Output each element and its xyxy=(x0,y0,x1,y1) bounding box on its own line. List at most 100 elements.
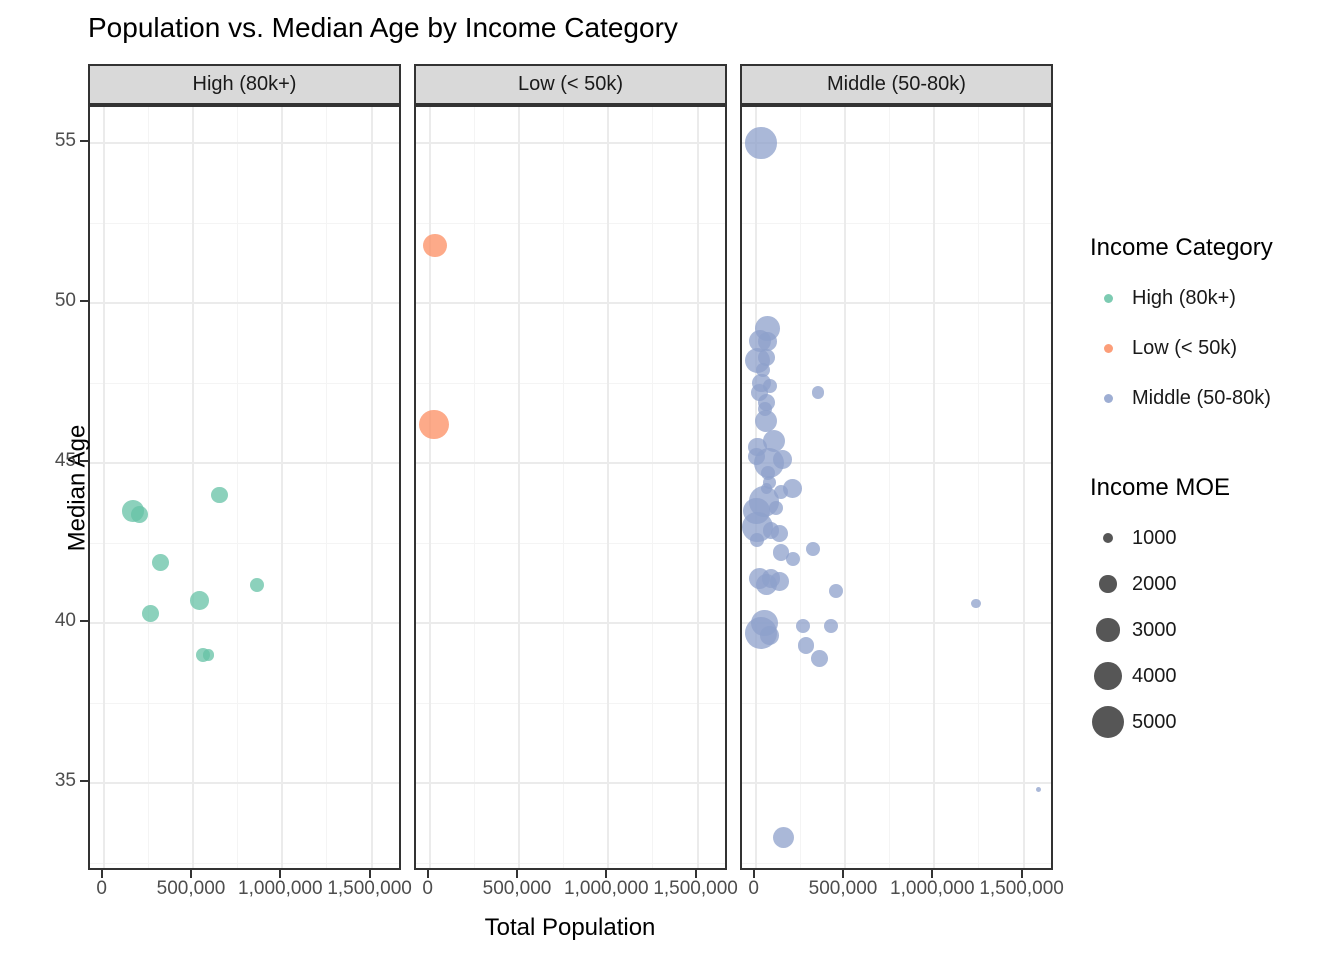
legend-item-low: Low (< 50k) xyxy=(1090,330,1340,366)
data-point xyxy=(423,233,447,258)
x-tick-label: 1,500,000 xyxy=(327,878,412,899)
color-legend-title: Income Category xyxy=(1090,234,1273,261)
gridline-minor xyxy=(742,702,1051,704)
x-tick-mark xyxy=(752,870,755,878)
size-legend-item: 1000 xyxy=(1090,520,1340,556)
gridline-major xyxy=(933,107,936,868)
facet-strip-label: Middle (50-80k) xyxy=(827,73,966,95)
size-legend: Income MOE 1000 2000 3000 4000 5000 xyxy=(1090,474,1340,750)
data-point xyxy=(768,500,784,515)
y-tick-label: 50 xyxy=(54,290,76,311)
y-axis-title: Median Age xyxy=(63,424,91,552)
size-legend-item-label: 3000 xyxy=(1132,618,1177,641)
y-tick-mark xyxy=(80,780,88,782)
gridline-minor xyxy=(978,107,980,868)
data-point xyxy=(419,409,449,440)
size-legend-item-label: 5000 xyxy=(1132,710,1177,733)
x-tick-mark xyxy=(842,870,844,878)
size-legend-item-label: 1000 xyxy=(1132,526,1177,549)
y-tick-mark xyxy=(80,460,88,462)
legend-item-middle: Middle (50-80k) xyxy=(1090,380,1340,416)
legend-key xyxy=(1090,280,1126,316)
gridline-minor xyxy=(652,107,654,868)
gridline-major xyxy=(281,107,284,868)
size-legend-item-label: 2000 xyxy=(1132,572,1177,595)
gridline-major xyxy=(607,107,610,868)
data-point xyxy=(770,524,788,542)
data-point xyxy=(250,577,265,592)
data-point xyxy=(797,636,815,654)
x-tick-label: 0 xyxy=(96,878,107,899)
gridline-major xyxy=(742,142,1051,144)
x-tick-mark xyxy=(1020,870,1023,878)
legend-item-label: High (80k+) xyxy=(1132,286,1236,309)
legend-key xyxy=(1090,612,1126,648)
data-point xyxy=(189,591,209,610)
legend-key xyxy=(1090,704,1126,740)
x-tick-mark xyxy=(426,870,429,878)
gridline-major xyxy=(416,142,725,144)
x-tick-label: 500,000 xyxy=(482,878,552,899)
size-legend-item: 4000 xyxy=(1090,658,1340,694)
gridline-major xyxy=(428,107,431,868)
x-tick-mark xyxy=(931,870,934,878)
data-point xyxy=(772,826,794,848)
legend-key xyxy=(1090,330,1126,366)
x-axis-title: Total Population xyxy=(484,914,656,941)
gridline-minor xyxy=(237,107,239,868)
size-legend-item: 5000 xyxy=(1090,704,1340,740)
gridline-major xyxy=(90,462,399,464)
gridline-minor xyxy=(742,542,1051,544)
y-tick-mark xyxy=(80,620,88,622)
gridline-major xyxy=(844,107,846,868)
x-tick-mark xyxy=(368,870,371,878)
data-point xyxy=(810,649,828,667)
color-swatch-high xyxy=(1103,293,1113,303)
legend-item-high: High (80k+) xyxy=(1090,280,1340,316)
gridline-minor xyxy=(416,222,725,224)
x-tick-label: 1,000,000 xyxy=(890,878,975,899)
y-tick-mark xyxy=(80,300,88,302)
x-tick-mark xyxy=(516,870,518,878)
size-swatch xyxy=(1094,662,1122,690)
data-point xyxy=(141,604,159,622)
gridline-minor xyxy=(90,382,399,384)
gridline-major xyxy=(102,107,105,868)
data-point xyxy=(755,410,778,433)
gridline-minor xyxy=(90,862,399,864)
data-point xyxy=(749,532,764,547)
facet-strip-label: Low (< 50k) xyxy=(517,73,624,95)
gridline-minor xyxy=(90,702,399,704)
gridline-major xyxy=(90,302,399,304)
data-point xyxy=(795,619,810,634)
facet-panel-middle xyxy=(740,105,1053,870)
size-swatch xyxy=(1102,532,1114,544)
gridline-minor xyxy=(147,107,149,868)
gridline-major xyxy=(696,107,699,868)
x-tick-label: 1,000,000 xyxy=(564,878,649,899)
x-tick-label: 1,500,000 xyxy=(653,878,738,899)
facet-panel-high xyxy=(88,105,401,870)
gridline-minor xyxy=(90,542,399,544)
data-point xyxy=(1035,786,1041,792)
facet-strip-middle: Middle (50-80k) xyxy=(740,64,1053,105)
data-point xyxy=(828,583,844,599)
gridline-major xyxy=(742,462,1051,464)
size-swatch xyxy=(1099,575,1117,593)
data-point xyxy=(783,479,803,498)
chart-title: Population vs. Median Age by Income Cate… xyxy=(88,12,678,43)
x-tick-mark xyxy=(100,870,103,878)
gridline-major xyxy=(742,302,1051,304)
color-swatch-low xyxy=(1103,343,1113,353)
data-point xyxy=(971,599,981,609)
data-point xyxy=(785,551,800,567)
x-tick-label: 1,500,000 xyxy=(979,878,1064,899)
gridline-minor xyxy=(563,107,565,868)
gridline-minor xyxy=(742,222,1051,224)
facet-strip-label: High (80k+) xyxy=(192,73,297,95)
facet-strip-high: High (80k+) xyxy=(88,64,401,105)
gridline-major xyxy=(1022,107,1025,868)
facet-panel-low xyxy=(414,105,727,870)
x-tick-mark xyxy=(605,870,608,878)
